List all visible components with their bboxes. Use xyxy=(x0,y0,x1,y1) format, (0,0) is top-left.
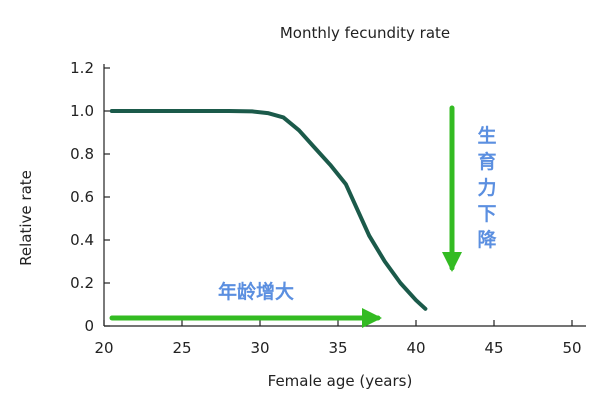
fertility-decline-char: 降 xyxy=(477,228,497,251)
data-point xyxy=(383,259,387,264)
arrows-layer xyxy=(109,105,462,328)
data-point xyxy=(352,199,356,203)
data-point xyxy=(281,115,285,119)
y-tick-label: 0.6 xyxy=(70,188,94,206)
x-tick-label: 30 xyxy=(250,339,269,357)
x-tick-label: 45 xyxy=(484,339,503,357)
data-point xyxy=(423,307,427,311)
data-point xyxy=(227,109,231,113)
data-point xyxy=(250,109,254,113)
data-point xyxy=(266,111,270,115)
x-tick-label: 35 xyxy=(328,339,347,357)
fertility-decline-char: 生 xyxy=(477,124,496,147)
series-layer xyxy=(109,109,428,311)
data-point xyxy=(367,234,371,238)
age-increase-label: 年龄增大 xyxy=(218,280,294,303)
y-tick-label: 0 xyxy=(84,317,94,335)
x-tick-label: 40 xyxy=(406,339,425,357)
data-point xyxy=(297,128,301,132)
x-tick-label: 50 xyxy=(562,339,581,357)
y-tick-label: 1.2 xyxy=(70,59,94,77)
fecundity-curve xyxy=(109,109,428,311)
data-point xyxy=(110,109,114,113)
fertility-decline-label: 生 育 力 下 降 xyxy=(477,124,497,251)
data-point xyxy=(414,298,418,302)
data-point xyxy=(328,163,332,167)
data-point xyxy=(313,146,317,150)
fertility-decline-char: 育 xyxy=(477,150,496,173)
chart-title: Monthly fecundity rate xyxy=(280,24,450,42)
data-point xyxy=(164,109,168,113)
axes-layer xyxy=(103,64,586,327)
y-tick-label: 0.4 xyxy=(70,231,94,249)
fertility-decline-char: 力 xyxy=(477,176,496,199)
ticks-layer: 0 0.2 0.4 0.6 0.8 1.0 1.2 20 25 30 35 40 45 50 xyxy=(70,59,581,357)
fertility-decline-char: 下 xyxy=(477,203,496,225)
y-tick-label: 1.0 xyxy=(70,102,94,120)
data-point xyxy=(398,281,402,285)
y-axis-label: Relative rate xyxy=(17,170,35,266)
x-tick-label: 25 xyxy=(172,339,191,357)
x-tick-label: 20 xyxy=(94,339,113,357)
data-point xyxy=(344,182,348,186)
y-tick-label: 0.8 xyxy=(70,145,94,163)
x-axis-label: Female age (years) xyxy=(268,372,413,390)
y-tick-label: 0.2 xyxy=(70,274,94,292)
